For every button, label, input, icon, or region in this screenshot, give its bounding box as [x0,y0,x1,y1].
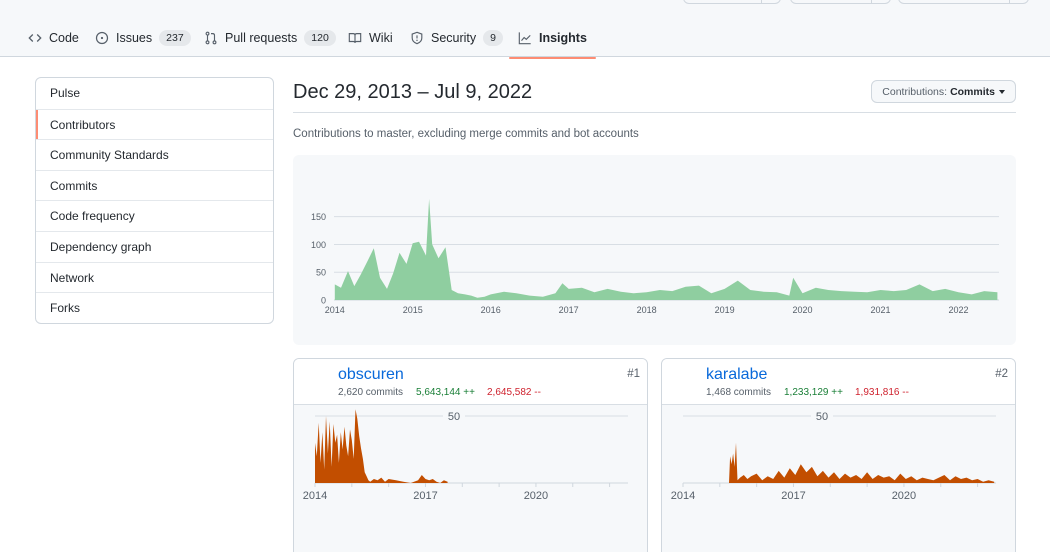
contributions-prefix: Contributions: [882,85,948,98]
tab-label: Pull requests [225,31,298,45]
contributor-login-link[interactable]: obscuren [338,366,404,383]
x-tick-label: 2014 [303,490,327,502]
y-tick-label: 100 [311,240,326,250]
sidebar-item-commits[interactable]: Commits [36,169,273,201]
y-tick-label-bg [811,409,833,423]
contributor-card: karalabe 1,468 commits 1,233,129 ++ 1,93… [661,358,1016,552]
code-icon [28,31,42,45]
contributor-card-header: obscuren 2,620 commits 5,643,144 ++ 2,64… [294,359,647,405]
contributions-subtitle: Contributions to master, excluding merge… [293,128,639,140]
x-tick-label: 2022 [948,305,968,315]
commit-count: 1,468 commits [706,387,772,398]
tab-label: Issues [116,31,153,45]
y-tick-label: 50 [816,411,828,423]
sidebar-item-pulse[interactable]: Pulse [50,86,81,100]
commit-count: 2,620 commits [338,387,404,398]
graph-icon [518,31,532,45]
x-tick-label: 2014 [671,490,695,502]
insights-sidebar: Pulse Contributors Community Standards C… [35,77,274,324]
tab-label: Wiki [369,31,393,45]
repo-title-fragment [40,0,270,2]
book-icon [348,31,362,45]
repo-header: Code Issues 237 Pull requests 120 Wiki [0,0,1050,59]
watch-button[interactable] [683,0,781,4]
tab-insights[interactable]: Insights [509,23,596,59]
x-tick-label: 2017 [781,490,805,502]
git-pull-request-icon [204,31,218,45]
sidebar-item-forks[interactable]: Forks [36,292,273,323]
star-button[interactable] [898,0,1029,4]
contributions-value: Commits [950,85,995,98]
y-tick-label: 50 [316,268,326,278]
avatar[interactable] [669,366,700,397]
contributor-stats: 1,468 commits 1,233,129 ++ 1,931,816 -- [706,387,976,399]
x-tick-label: 2020 [793,305,813,315]
sidebar-item-code-frequency[interactable]: Code frequency [36,200,273,231]
contributor-card: obscuren 2,620 commits 5,643,144 ++ 2,64… [293,358,648,552]
tab-security[interactable]: Security 9 [410,23,503,53]
contributions-chart: 0 50 100 150 2014 2015 2016 2017 2018 2019 2020 202… [293,155,1016,345]
avatar[interactable] [301,366,332,397]
contributor-rank: #1 [627,368,640,380]
contributions-type-dropdown[interactable]: Contributions: Commits [871,80,1016,103]
x-tick-label: 2017 [413,490,437,502]
x-tick-label: 2016 [481,305,501,315]
contributions-chart-svg: 0 50 100 150 2014 2015 2016 2017 2018 2019 2020 202… [311,198,999,315]
x-tick-label: 2018 [637,305,657,315]
header-divider [293,112,1016,113]
series-area-commits [334,198,998,300]
y-tick-label: 50 [448,411,460,423]
additions-count: 5,643,144 ++ [416,387,475,398]
tab-label: Security [431,31,477,45]
contributor-rank: #2 [995,368,1008,380]
contributor-chart-svg: 50 2014 2017 2020 [671,409,996,502]
contributor-card-header: karalabe 1,468 commits 1,233,129 ++ 1,93… [662,359,1015,405]
series-area-commits [315,409,448,483]
x-tick-label: 2014 [325,305,345,315]
contributors-main: Dec 29, 2013 – Jul 9, 2022 Contributions… [293,77,1016,347]
additions-count: 1,233,129 ++ [784,387,843,398]
sidebar-item-dependency-graph[interactable]: Dependency graph [36,230,273,262]
x-tick-label: 2020 [892,490,916,502]
tab-label: Code [49,31,79,45]
deletions-count: 2,645,582 -- [487,387,541,398]
x-tick-label: 2017 [559,305,579,315]
tab-pull-requests[interactable]: Pull requests 120 [204,23,336,53]
y-tick-label: 150 [311,212,326,222]
tab-code[interactable]: Code [28,23,79,53]
y-tick-label-bg [443,409,465,423]
tab-label: Insights [539,31,587,45]
caret-down-icon [999,89,1005,94]
security-count-badge: 9 [483,30,503,46]
x-tick-label: 2020 [524,490,548,502]
pull-requests-count-badge: 120 [304,30,336,46]
sidebar-item-contributors[interactable]: Contributors [36,108,273,140]
tab-issues[interactable]: Issues 237 [95,23,191,53]
y-tick-label: 0 [321,296,326,306]
contributor-login-link[interactable]: karalabe [706,366,768,383]
fork-button[interactable] [790,0,891,4]
x-tick-label: 2015 [403,305,423,315]
issue-opened-icon [95,31,109,45]
tab-wiki[interactable]: Wiki [348,23,393,53]
deletions-count: 1,931,816 -- [855,387,909,398]
x-tick-label: 2021 [870,305,890,315]
x-tick-label: 2019 [715,305,735,315]
sidebar-item-community-standards[interactable]: Community Standards [36,139,273,170]
contributor-stats: 2,620 commits 5,643,144 ++ 2,645,582 -- [338,387,608,399]
sidebar-item-network[interactable]: Network [36,261,273,293]
issues-count-badge: 237 [159,30,191,46]
repo-tabs: Code Issues 237 Pull requests 120 Wiki [28,23,628,59]
series-area-commits [729,442,995,483]
contributor-chart-svg: 50 2014 2017 2020 [303,409,628,502]
date-range-title: Dec 29, 2013 – Jul 9, 2022 [293,81,533,103]
shield-icon [410,31,424,45]
